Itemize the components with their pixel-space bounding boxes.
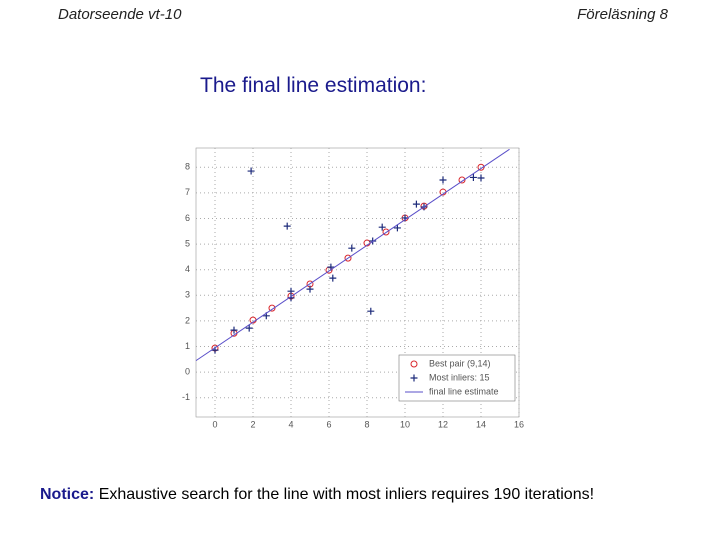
heading: The final line estimation:	[200, 74, 427, 97]
y-tick-label: 7	[185, 187, 190, 197]
data-point	[412, 200, 420, 208]
y-tick-label: 2	[185, 315, 190, 325]
legend-label: Best pair (9,14)	[429, 358, 491, 368]
footer: Notice: Exhaustive search for the line w…	[40, 486, 594, 504]
y-tick-label: 3	[185, 290, 190, 300]
legend-label: Most inliers: 15	[429, 372, 490, 382]
header-left: Datorseende vt-10	[58, 6, 182, 23]
data-point	[439, 176, 447, 184]
footer-text: Exhaustive search for the line with most…	[98, 486, 595, 503]
data-point	[367, 307, 375, 315]
data-point	[378, 223, 386, 231]
y-tick-label: -1	[182, 392, 190, 402]
data-point	[245, 324, 253, 332]
x-tick-label: 2	[250, 419, 255, 429]
legend-swatch	[410, 374, 418, 382]
x-tick-label: 10	[400, 419, 410, 429]
data-point	[458, 176, 466, 184]
data-point	[348, 244, 356, 252]
y-tick-label: 8	[185, 162, 190, 172]
data-point	[477, 174, 485, 182]
data-point	[477, 163, 485, 171]
x-tick-label: 16	[514, 419, 524, 429]
data-point	[268, 304, 276, 312]
legend-swatch	[410, 360, 418, 368]
data-point	[230, 326, 238, 334]
y-tick-label: 0	[185, 367, 190, 377]
legend-box	[398, 354, 516, 402]
data-point	[344, 254, 352, 262]
data-point	[469, 173, 477, 181]
x-tick-label: 4	[288, 419, 293, 429]
y-tick-label: 5	[185, 238, 190, 248]
x-tick-label: 12	[438, 419, 448, 429]
data-point	[287, 287, 295, 295]
x-tick-label: 8	[364, 419, 369, 429]
y-tick-label: 1	[185, 341, 190, 351]
data-point	[382, 228, 390, 236]
x-tick-label: 0	[212, 419, 217, 429]
fit-line	[195, 148, 510, 362]
data-point	[247, 167, 255, 175]
data-point	[393, 224, 401, 232]
footer-label: Notice:	[40, 486, 95, 503]
x-tick-label: 6	[326, 419, 331, 429]
header-right: Föreläsning 8	[577, 6, 668, 23]
x-tick-label: 14	[476, 419, 486, 429]
data-point	[306, 285, 314, 293]
data-point	[329, 274, 337, 282]
y-tick-label: 4	[185, 264, 190, 274]
data-point	[283, 222, 291, 230]
legend-label: final line estimate	[429, 386, 499, 396]
y-tick-label: 6	[185, 213, 190, 223]
